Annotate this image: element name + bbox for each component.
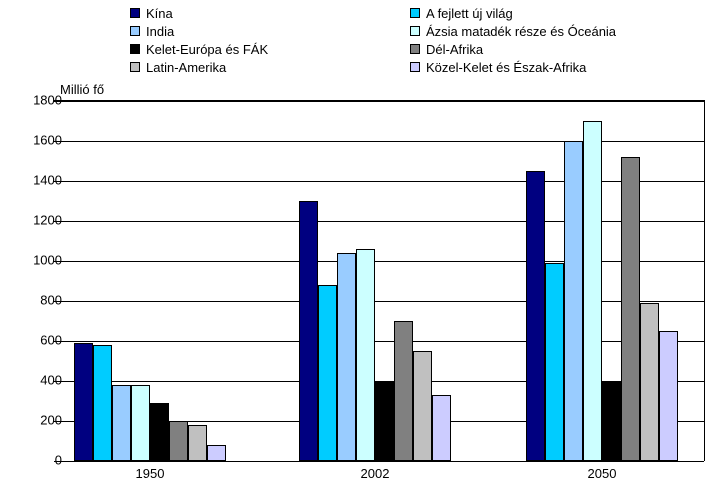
y-tick-label: 1600 <box>12 133 62 148</box>
legend-item-del_afrika: Dél-Afrika <box>410 40 690 58</box>
bar-india <box>337 253 356 461</box>
bar-azsia <box>583 121 602 461</box>
legend-item-india: India <box>130 22 410 40</box>
legend-label: Dél-Afrika <box>426 42 483 57</box>
bar-azsia <box>131 385 150 461</box>
legend-item-kozel_kelet: Közel-Kelet és Észak-Afrika <box>410 58 690 76</box>
bar-del_afrika <box>621 157 640 461</box>
legend-label: Közel-Kelet és Észak-Afrika <box>426 60 586 75</box>
y-tick-label: 1200 <box>12 213 62 228</box>
x-tick-label: 2050 <box>562 466 642 481</box>
y-tick-label: 1400 <box>12 173 62 188</box>
bar-azsia <box>356 249 375 461</box>
bar-india <box>564 141 583 461</box>
legend-swatch <box>130 8 140 18</box>
gridline <box>54 101 704 102</box>
legend-item-latin: Latin-Amerika <box>130 58 410 76</box>
legend-swatch <box>130 44 140 54</box>
legend-item-fejlett: A fejlett új világ <box>410 4 690 22</box>
legend: Kína A fejlett új világ India Ázsia matadék… <box>130 4 690 76</box>
bar-kozel_kelet <box>659 331 678 461</box>
bar-kozel_kelet <box>432 395 451 461</box>
bar-fejlett <box>93 345 112 461</box>
legend-label: India <box>146 24 174 39</box>
y-tick-label: 400 <box>12 373 62 388</box>
legend-item-azsia: Ázsia matadék része és Óceánia <box>410 22 690 40</box>
bar-kelet_eu <box>375 381 394 461</box>
bar-group-2002 <box>299 201 451 461</box>
x-tick-label: 1950 <box>110 466 190 481</box>
y-tick-label: 800 <box>12 293 62 308</box>
bar-kelet_eu <box>602 381 621 461</box>
bar-fejlett <box>545 263 564 461</box>
legend-item-kelet_eu: Kelet-Európa és FÁK <box>130 40 410 58</box>
bar-kina <box>526 171 545 461</box>
bar-del_afrika <box>394 321 413 461</box>
bar-latin <box>188 425 207 461</box>
y-tick-label: 1000 <box>12 253 62 268</box>
bar-kina <box>299 201 318 461</box>
gridline <box>54 461 704 462</box>
plot-area <box>54 100 705 461</box>
legend-swatch <box>410 8 420 18</box>
y-tick-label: 600 <box>12 333 62 348</box>
legend-swatch <box>410 62 420 72</box>
population-bar-chart: Kína A fejlett új világ India Ázsia matadék… <box>0 0 718 500</box>
legend-label: Latin-Amerika <box>146 60 226 75</box>
x-tick-label: 2002 <box>335 466 415 481</box>
y-tick-label: 200 <box>12 413 62 428</box>
legend-swatch <box>130 26 140 36</box>
bar-group-1950 <box>74 343 226 461</box>
y-axis-title: Millió fő <box>60 82 104 97</box>
bar-del_afrika <box>169 421 188 461</box>
y-tick-label: 1800 <box>12 93 62 108</box>
legend-label: Ázsia matadék része és Óceánia <box>426 24 616 39</box>
bar-india <box>112 385 131 461</box>
bar-latin <box>413 351 432 461</box>
legend-label: Kelet-Európa és FÁK <box>146 42 268 57</box>
bar-kina <box>74 343 93 461</box>
legend-swatch <box>410 44 420 54</box>
bar-group-2050 <box>526 121 678 461</box>
legend-label: A fejlett új világ <box>426 6 513 21</box>
legend-swatch <box>410 26 420 36</box>
bar-kozel_kelet <box>207 445 226 461</box>
bar-kelet_eu <box>150 403 169 461</box>
legend-swatch <box>130 62 140 72</box>
legend-label: Kína <box>146 6 173 21</box>
legend-item-kina: Kína <box>130 4 410 22</box>
bar-latin <box>640 303 659 461</box>
bar-fejlett <box>318 285 337 461</box>
y-tick-label: 0 <box>12 453 62 468</box>
